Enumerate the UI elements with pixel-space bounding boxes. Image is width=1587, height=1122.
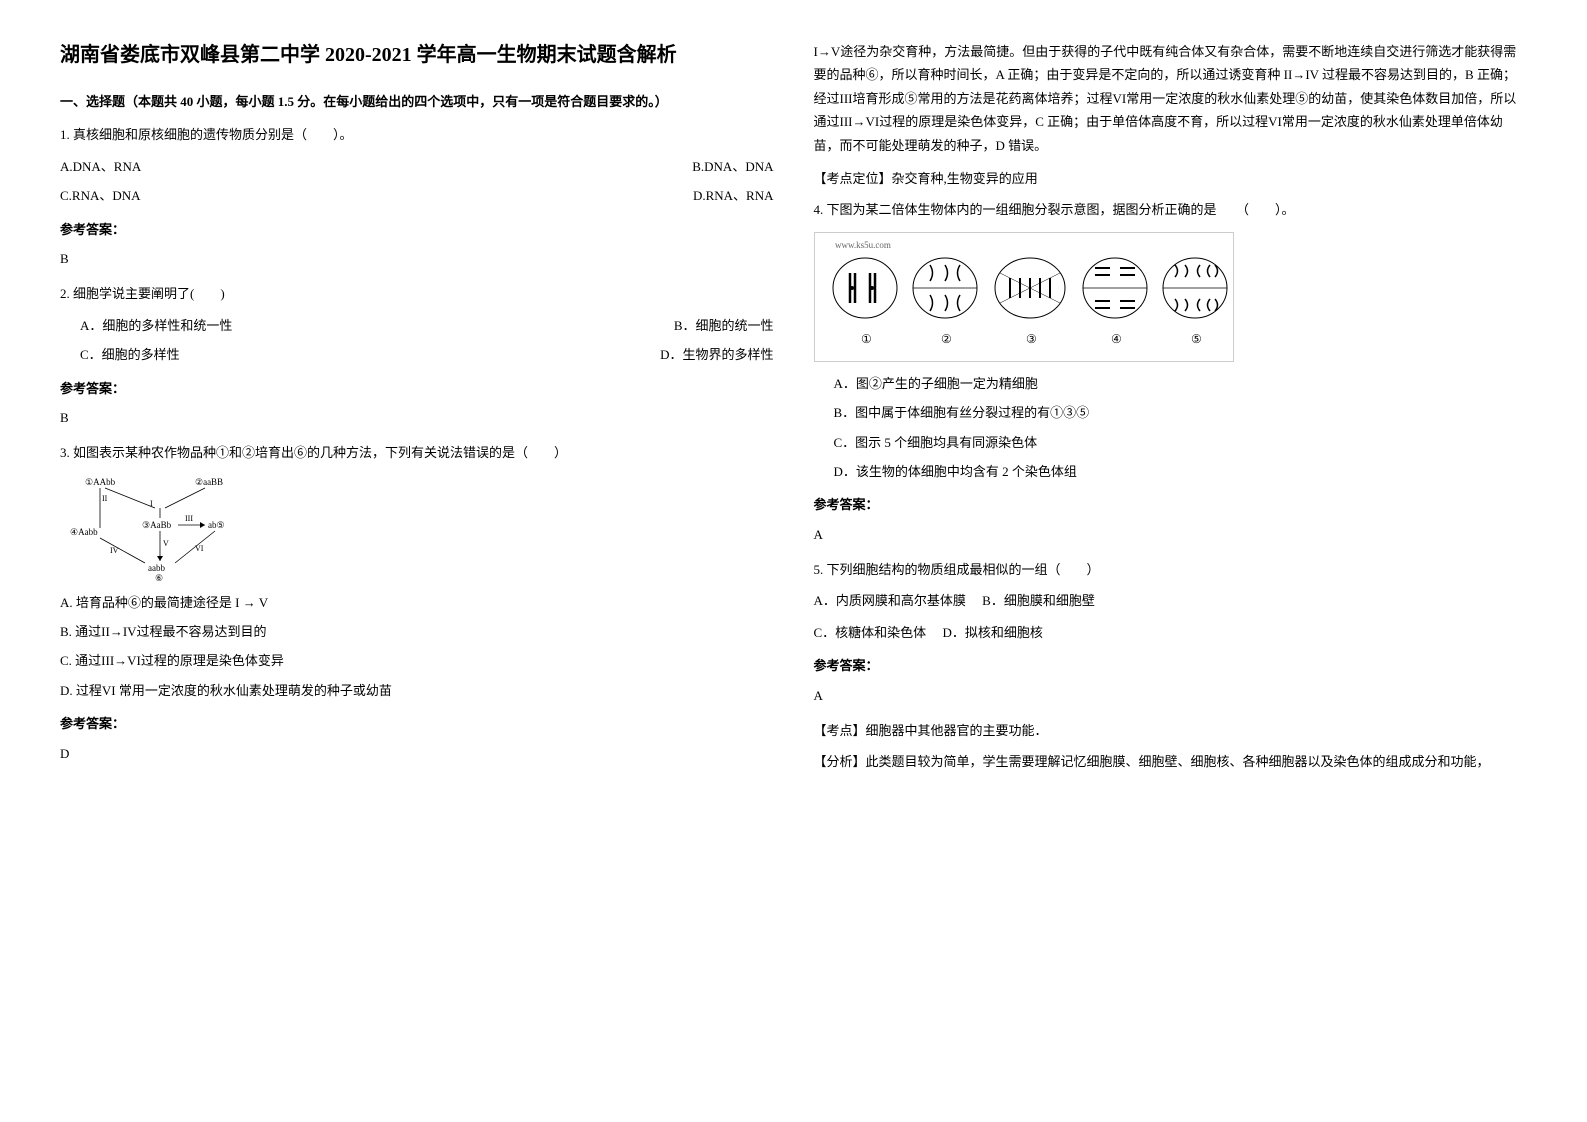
q5-optB: B．细胞膜和细胞壁 <box>982 593 1095 608</box>
q4-cell-diagram: www.ks5u.com ① ② <box>814 232 1234 362</box>
cell-label-3: ③ <box>1026 332 1037 346</box>
q4-optD: D．该生物的体细胞中均含有 2 个染色体组 <box>834 460 1528 483</box>
q3-optD: D. 过程VI 常用一定浓度的秋水仙素处理萌发的种子或幼苗 <box>60 679 774 702</box>
q5-optC: C．核糖体和染色体 <box>814 625 927 640</box>
question-4: 4. 下图为某二倍体生物体内的一组细胞分裂示意图，据图分析正确的是 （ ）。 w… <box>814 198 1528 546</box>
q1-optA: A.DNA、RNA <box>60 155 141 178</box>
q3-optB: B. 通过II→IV过程最不容易达到目的 <box>60 620 774 643</box>
q3-keypoint: 【考点定位】杂交育种,生物变异的应用 <box>814 167 1528 190</box>
q3-answer-label: 参考答案： <box>60 712 774 735</box>
cell-label-5: ⑤ <box>1191 332 1202 346</box>
diagram-pathI: I <box>150 499 153 508</box>
q4-answer: A <box>814 523 1528 546</box>
q4-optC: C．图示 5 个细胞均具有同源染色体 <box>834 431 1528 454</box>
diagram-node2: ②aaBB <box>195 477 223 487</box>
diagram-pathIII: III <box>185 514 193 523</box>
diagram-node1: ①AAbb <box>85 477 116 487</box>
q5-text: 5. 下列细胞结构的物质组成最相似的一组（ ） <box>814 558 1528 581</box>
diagram-node5: ab⑤ <box>208 520 225 530</box>
q4-optA: A．图②产生的子细胞一定为精细胞 <box>834 372 1528 395</box>
diagram-node3: ③AaBb <box>142 520 172 530</box>
page-title: 湖南省娄底市双峰县第二中学 2020-2021 学年高一生物期末试题含解析 <box>60 40 774 70</box>
q4-text: 4. 下图为某二倍体生物体内的一组细胞分裂示意图，据图分析正确的是 （ ）。 <box>814 198 1528 221</box>
diagram-pathV: V <box>163 539 169 548</box>
diagram-pathIV: IV <box>110 546 119 555</box>
q4-answer-label: 参考答案： <box>814 493 1528 516</box>
diagram-node6sub: ⑥ <box>155 573 163 583</box>
question-1: 1. 真核细胞和原核细胞的遗传物质分别是（ ）。 A.DNA、RNA B.DNA… <box>60 123 774 270</box>
cell-label-1: ① <box>861 332 872 346</box>
q2-optC: C．细胞的多样性 <box>80 343 180 366</box>
question-2: 2. 细胞学说主要阐明了( ) A．细胞的多样性和统一性 B．细胞的统一性 C．… <box>60 282 774 429</box>
section-header: 一、选择题（本题共 40 小题，每小题 1.5 分。在每小题给出的四个选项中，只… <box>60 90 774 113</box>
q2-answer: B <box>60 406 774 429</box>
cell-label-4: ④ <box>1111 332 1122 346</box>
q1-answer-label: 参考答案： <box>60 218 774 241</box>
q3-optA: A. 培育品种⑥的最简捷途径是 I → V <box>60 591 774 614</box>
q5-analysis: 【分析】此类题目较为简单，学生需要理解记忆细胞膜、细胞壁、细胞核、各种细胞器以及… <box>814 750 1528 773</box>
q5-answer: A <box>814 684 1528 707</box>
question-5: 5. 下列细胞结构的物质组成最相似的一组（ ） A．内质网膜和高尔基体膜 B．细… <box>814 558 1528 774</box>
q1-optB: B.DNA、DNA <box>692 155 773 178</box>
q4-optB: B．图中属于体细胞有丝分裂过程的有①③⑤ <box>834 401 1528 424</box>
q5-optA: A．内质网膜和高尔基体膜 <box>814 593 966 608</box>
diagram-pathII: II <box>102 494 108 503</box>
q5-keypoint: 【考点】细胞器中其他器官的主要功能． <box>814 719 1528 742</box>
q3-text: 3. 如图表示某种农作物品种①和②培育出⑥的几种方法，下列有关说法错误的是（ ） <box>60 441 774 464</box>
right-column: I→V途径为杂交育种，方法最简捷。但由于获得的子代中既有纯合体又有杂合体，需要不… <box>814 40 1528 786</box>
q1-optD: D.RNA、RNA <box>693 184 774 207</box>
cell-label-2: ② <box>941 332 952 346</box>
q2-optA: A．细胞的多样性和统一性 <box>80 314 232 337</box>
q5-answer-label: 参考答案： <box>814 654 1528 677</box>
q1-answer: B <box>60 247 774 270</box>
q1-optC: C.RNA、DNA <box>60 184 141 207</box>
q2-optD: D．生物界的多样性 <box>660 343 773 366</box>
left-column: 湖南省娄底市双峰县第二中学 2020-2021 学年高一生物期末试题含解析 一、… <box>60 40 774 786</box>
q2-answer-label: 参考答案： <box>60 377 774 400</box>
diagram-node6: aabb <box>148 563 165 573</box>
q1-text: 1. 真核细胞和原核细胞的遗传物质分别是（ ）。 <box>60 123 774 146</box>
q3-diagram: ①AAbb ②aaBB II I ③AaBb ④Aabb III ab⑤ IV <box>60 473 260 583</box>
diagram-pathVI: VI <box>195 544 204 553</box>
watermark: www.ks5u.com <box>835 240 891 250</box>
q2-text: 2. 细胞学说主要阐明了( ) <box>60 282 774 305</box>
q5-optD: D．拟核和细胞核 <box>942 625 1042 640</box>
q2-optB: B．细胞的统一性 <box>674 314 774 337</box>
q3-optC: C. 通过III→VI过程的原理是染色体变异 <box>60 649 774 672</box>
diagram-node4: ④Aabb <box>70 527 98 537</box>
q3-answer: D <box>60 742 774 765</box>
q3-explanation: I→V途径为杂交育种，方法最简捷。但由于获得的子代中既有纯合体又有杂合体，需要不… <box>814 40 1528 157</box>
question-3: 3. 如图表示某种农作物品种①和②培育出⑥的几种方法，下列有关说法错误的是（ ）… <box>60 441 774 765</box>
